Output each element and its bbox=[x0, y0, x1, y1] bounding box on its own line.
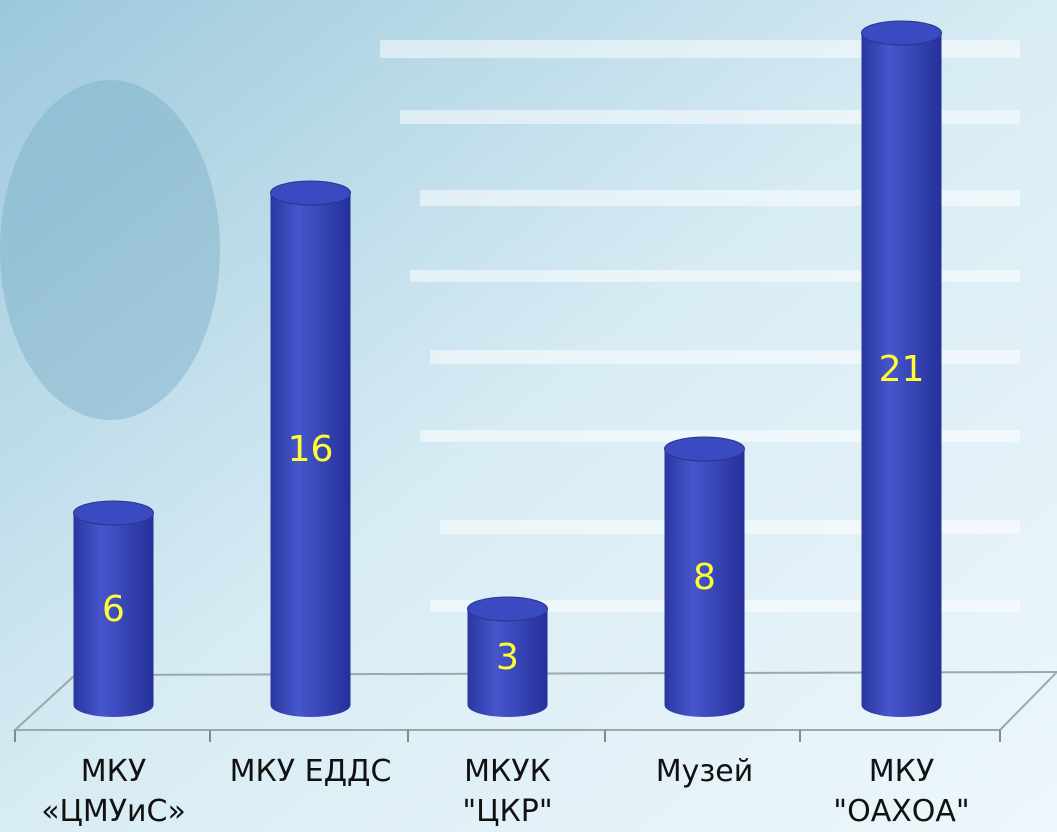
figure bbox=[0, 80, 220, 420]
bar bbox=[270, 193, 351, 717]
bar-top bbox=[270, 180, 351, 206]
floor bbox=[12, 670, 1057, 731]
bar-top bbox=[664, 436, 745, 462]
x-tick-label: МКУ ЕДДС bbox=[229, 754, 392, 789]
value-label: 21 bbox=[879, 349, 925, 390]
value-label: 8 bbox=[693, 557, 716, 598]
x-tick-label: МКУ "ОАХОА" bbox=[833, 754, 970, 829]
bar-top bbox=[467, 596, 548, 622]
x-tick-label: МКУК "ЦКР" bbox=[462, 754, 553, 829]
bar-top bbox=[73, 500, 154, 526]
bar-top bbox=[861, 20, 942, 46]
value-label: 6 bbox=[102, 589, 125, 630]
bar bbox=[73, 513, 154, 717]
bar bbox=[861, 33, 942, 717]
x-tick-label: Музей bbox=[655, 754, 754, 789]
axis-ticks bbox=[14, 730, 1001, 742]
x-tick-label: МКУ «ЦМУиС» bbox=[41, 754, 186, 829]
value-label: 3 bbox=[496, 637, 519, 678]
bar bbox=[467, 609, 548, 717]
bar bbox=[664, 449, 745, 717]
value-label: 16 bbox=[288, 429, 334, 470]
